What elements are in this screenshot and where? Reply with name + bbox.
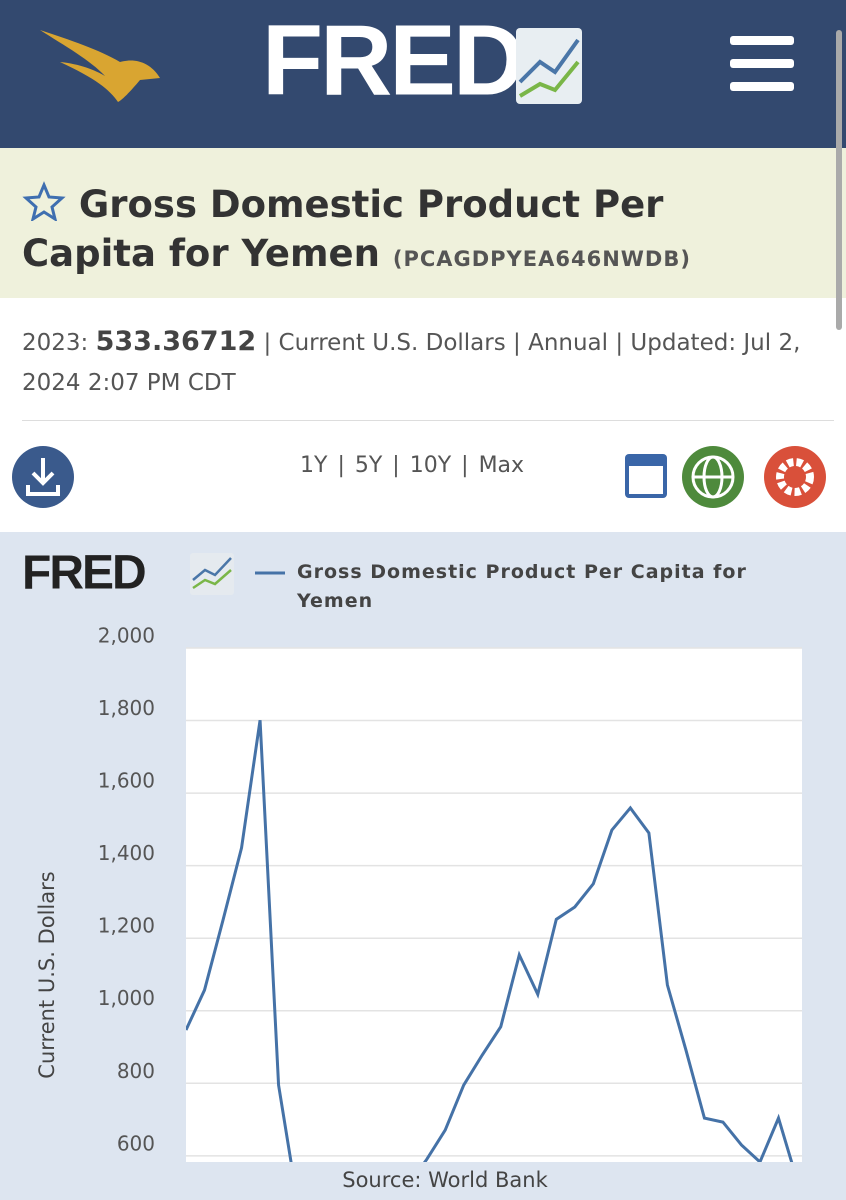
separator: | [513,330,521,356]
separator: | [337,453,345,478]
fred-logo[interactable]: FRED [262,4,525,116]
separator: | [615,330,624,356]
source-note: Source: World Bank [342,1168,548,1192]
menu-icon[interactable] [730,59,794,68]
header-graphics: FRED [40,4,794,116]
separator: | [461,453,469,478]
legend-label: Gross Domestic Product Per Capita for Ye… [297,561,747,612]
chart-logo-icon-line [192,569,232,590]
y-tick-label: 2,000 [98,624,155,648]
range-button[interactable]: 5Y [354,453,383,478]
range-button[interactable]: 10Y [409,453,452,478]
chart-logo: FRED [22,547,145,600]
units: Current U.S. Dollars [278,330,506,356]
y-tick-label: 1,400 [98,841,155,865]
settings-button[interactable] [764,446,826,508]
gear-glyph [776,458,814,496]
updated-label: Updated: [630,330,737,356]
y-tick-label: 600 [117,1131,155,1155]
y-tick-label: 1,000 [98,986,155,1010]
menu-icon[interactable] [730,82,794,91]
separator: | [392,453,400,478]
y-tick-label: 1,200 [98,914,155,938]
eagle-logo[interactable] [40,30,160,102]
logo-icon-line [518,60,580,98]
toolbar-icons [12,446,826,508]
series-title: Gross Domestic Product Per Capita for Ye… [22,183,664,275]
obs-value: 533.36712 [95,326,257,357]
frequency: Annual [528,330,609,356]
menu-icon[interactable] [730,36,794,45]
scrollbar [836,30,842,330]
title-band [0,148,846,298]
series-info: 2023: 533.36712 | Current U.S. Dollars |… [22,322,832,403]
chart-logo-icon-line [192,557,232,581]
download-glyph [26,458,60,496]
series-title-block: Gross Domestic Product Per Capita for Ye… [22,180,742,284]
header: FRED [0,0,846,148]
series-id: (PCAGDPYEA646NWDB) [392,247,691,271]
range-selector: 1Y | 5Y | 10Y | Max [300,453,524,478]
divider [22,420,834,421]
series-line [186,719,794,1162]
favorite-star[interactable] [22,181,66,223]
range-button[interactable]: 1Y [300,453,328,478]
y-tick-label: 800 [117,1059,155,1083]
updated: Jul 2, 2024 2:07 PM CDT [22,330,801,396]
separator: | [263,330,272,356]
plot-area [186,648,802,1162]
obs-date: 2023: [22,330,89,356]
y-tick-label: 1,600 [98,769,155,793]
calendar-glyph [629,466,663,494]
y-axis-title: Current U.S. Dollars [35,871,59,1078]
y-tick-label: 1,800 [98,696,155,720]
range-button[interactable]: Max [478,453,525,478]
logo-icon-line [518,38,580,84]
